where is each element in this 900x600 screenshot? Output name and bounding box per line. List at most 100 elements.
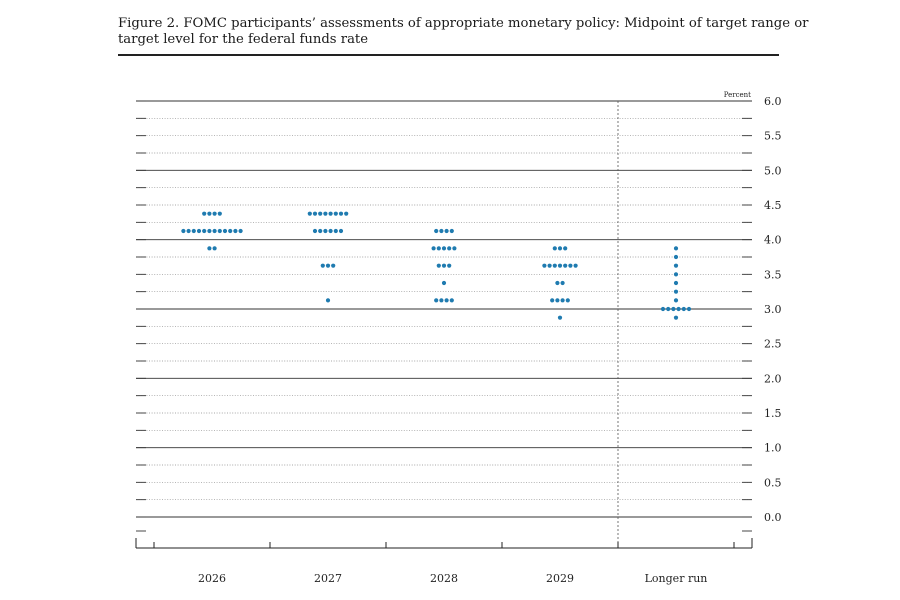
y-tick-label: 3.5 — [764, 268, 782, 281]
participant-dot — [233, 228, 238, 234]
dot-layer — [181, 211, 692, 320]
y-tick-label: 4.5 — [764, 199, 782, 212]
participant-dot — [431, 246, 436, 251]
participant-dot — [671, 306, 676, 312]
participant-dot — [323, 211, 328, 216]
participant-dot — [560, 280, 565, 286]
label-layer: 6.0 5.5 5.0 4.5 4.0 3.5 3.0 2.5 2.0 1.5 1.0 0.5 0.0 P… — [198, 91, 782, 585]
y-tick-label: 2.0 — [764, 372, 782, 385]
participant-dot — [338, 211, 344, 216]
y-tick-label: 3.0 — [764, 303, 782, 316]
participant-dot — [312, 228, 318, 234]
participant-dot — [676, 306, 681, 312]
participant-dot — [573, 263, 578, 268]
participant-dot — [217, 228, 222, 234]
participant-dot — [323, 228, 328, 234]
participant-dot — [563, 263, 568, 268]
participant-dot — [447, 246, 452, 251]
participant-dot — [444, 228, 449, 234]
participant-dot — [202, 228, 207, 234]
y-tick-label: 5.0 — [764, 164, 782, 177]
y-axis-unit-label: Percent — [724, 91, 751, 99]
participant-dot — [318, 211, 323, 216]
participant-dot — [217, 211, 222, 216]
participant-dot — [312, 211, 318, 216]
axis-layer — [135, 538, 753, 549]
participant-dot — [555, 298, 560, 303]
participant-dot — [212, 246, 217, 251]
participant-dot — [560, 298, 565, 303]
x-category-label: 2026 — [198, 572, 226, 585]
participant-dot — [434, 298, 439, 303]
participant-dot — [557, 315, 563, 320]
participant-dot — [436, 246, 441, 251]
x-category-label: 2027 — [314, 572, 342, 585]
x-category-label: 2028 — [430, 572, 458, 585]
participant-dot — [318, 228, 323, 234]
participant-dot — [191, 228, 196, 234]
participant-dot — [660, 306, 666, 312]
participant-dot — [436, 263, 441, 268]
participant-dot — [181, 228, 186, 234]
participant-dot — [196, 228, 202, 234]
x-category-label: Longer run — [645, 572, 708, 585]
participant-dot — [552, 246, 557, 251]
participant-dot — [202, 211, 207, 216]
participant-dot — [228, 228, 233, 234]
participant-dot — [212, 211, 217, 216]
participant-dot — [447, 263, 452, 268]
grid-layer — [136, 100, 752, 548]
participant-dot — [333, 211, 338, 216]
participant-dot — [673, 272, 679, 277]
participant-dot — [441, 280, 447, 286]
figure-title: Figure 2. FOMC participants’ assessments… — [118, 16, 809, 47]
participant-dot — [320, 263, 325, 268]
y-tick-label: 2.5 — [764, 338, 782, 351]
participant-dot — [212, 228, 217, 234]
participant-dot — [557, 246, 563, 251]
y-tick-label: 4.0 — [764, 234, 782, 247]
participant-dot — [673, 246, 679, 251]
participant-dot — [673, 289, 679, 294]
participant-dot — [666, 306, 671, 312]
y-tick-label: 0.5 — [764, 476, 782, 489]
participant-dot — [673, 254, 679, 260]
y-tick-label: 6.0 — [764, 95, 782, 108]
participant-dot — [331, 263, 336, 268]
participant-dot — [568, 263, 573, 268]
participant-dot — [550, 298, 555, 303]
participant-dot — [557, 263, 563, 268]
participant-dot — [673, 298, 679, 303]
x-category-label: 2029 — [546, 572, 574, 585]
participant-dot — [325, 263, 331, 268]
y-tick-label: 0.0 — [764, 511, 782, 524]
participant-dot — [328, 211, 333, 216]
participant-dot — [344, 211, 349, 216]
participant-dot — [207, 211, 212, 216]
participant-dot — [686, 306, 692, 312]
participant-dot — [307, 211, 312, 216]
participant-dot — [207, 228, 212, 234]
participant-dot — [673, 315, 679, 320]
participant-dot — [444, 298, 449, 303]
participant-dot — [449, 298, 454, 303]
title-rule — [118, 54, 779, 56]
y-tick-label: 5.5 — [764, 130, 782, 143]
participant-dot — [547, 263, 552, 268]
participant-dot — [222, 228, 228, 234]
participant-dot — [186, 228, 191, 234]
participant-dot — [552, 263, 557, 268]
participant-dot — [434, 228, 439, 234]
participant-dot — [441, 246, 447, 251]
participant-dot — [673, 280, 679, 286]
participant-dot — [333, 228, 338, 234]
y-tick-label: 1.0 — [764, 442, 782, 455]
participant-dot — [207, 246, 212, 251]
participant-dot — [555, 280, 560, 286]
participant-dot — [338, 228, 344, 234]
participant-dot — [565, 298, 570, 303]
participant-dot — [452, 246, 457, 251]
participant-dot — [325, 298, 331, 303]
participant-dot — [238, 228, 243, 234]
participant-dot — [563, 246, 568, 251]
